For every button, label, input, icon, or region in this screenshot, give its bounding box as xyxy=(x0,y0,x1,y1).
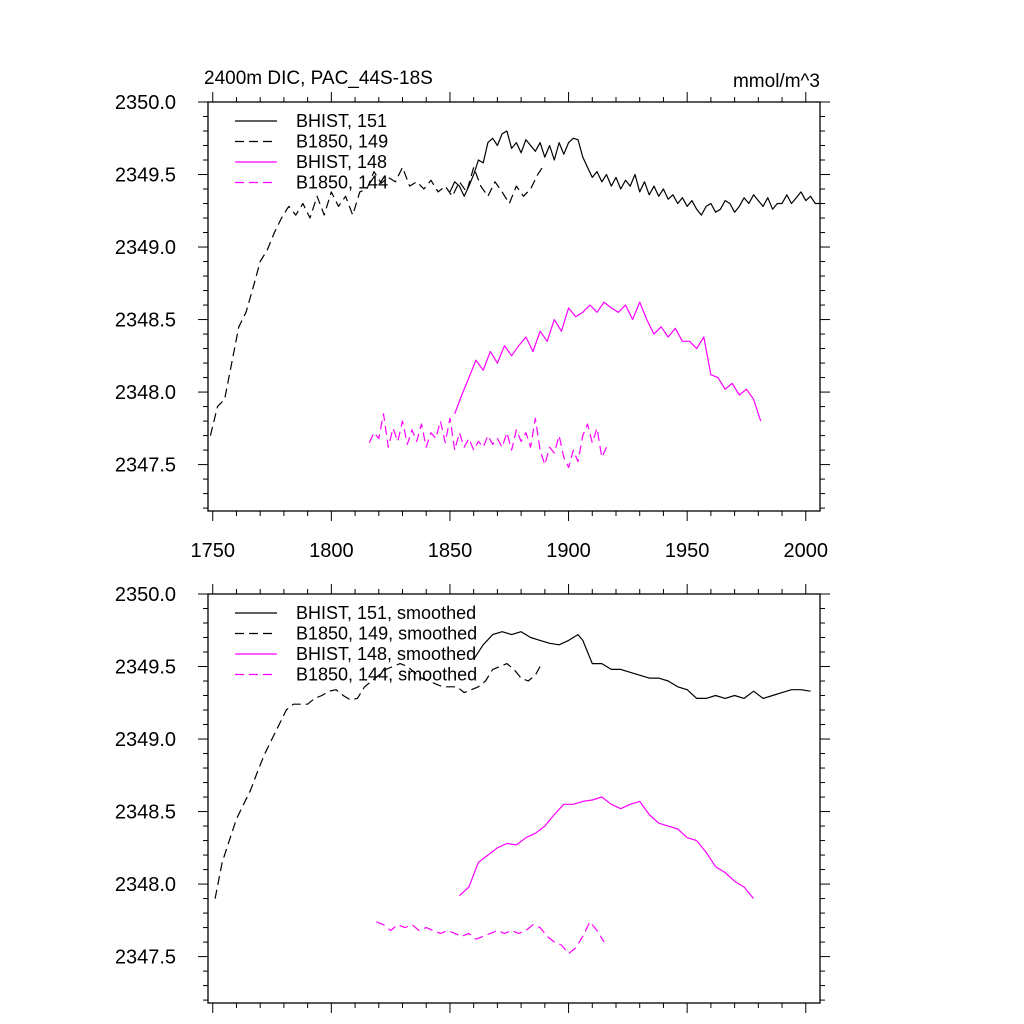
plot-frame xyxy=(207,593,821,1004)
series-line-3 xyxy=(454,301,762,422)
bottom-panel: 2350.0 2349.5 2349.0 2348.5 2348.0 2347.5 BHIS… xyxy=(115,584,830,1013)
y-tick-label: 2349.0 xyxy=(115,729,176,751)
y-tick-label: 2350.0 xyxy=(115,584,176,606)
series-line-1 xyxy=(449,130,820,216)
x-tick-label: 1950 xyxy=(665,540,710,562)
plot-frame xyxy=(207,101,821,512)
y-tick-label: 2350.0 xyxy=(115,92,176,114)
y-tick-label: 2348.5 xyxy=(115,310,176,332)
legend-label-4: B1850, 144, smoothed xyxy=(296,665,477,685)
x-tick-label: 1900 xyxy=(546,540,591,562)
series-line-4 xyxy=(368,413,608,469)
y-tick-label: 2348.0 xyxy=(115,874,176,896)
legend-label-2: B1850, 149, smoothed xyxy=(296,624,477,644)
series-line-4 xyxy=(376,921,605,955)
x-tick-label: 1850 xyxy=(428,540,473,562)
top-panel: 1750 1800 1850 1900 1950 2000 2350.0 2349.5 2349… xyxy=(115,92,830,562)
series-line-2 xyxy=(214,662,541,899)
x-tick-label: 1800 xyxy=(309,540,354,562)
series-line-3 xyxy=(458,796,755,899)
y-tick-label: 2349.5 xyxy=(115,165,176,187)
legend-label-3: BHIST, 148 xyxy=(296,152,387,172)
y-tick-label: 2349.0 xyxy=(115,237,176,259)
unit-label: mmol/m^3 xyxy=(733,71,820,92)
x-tick-label: 1750 xyxy=(190,540,235,562)
y-tick-label: 2347.5 xyxy=(115,947,176,969)
chart-title: 2400m DIC, PAC_44S-18S xyxy=(204,68,433,89)
series-line-2 xyxy=(209,166,543,436)
legend-label-3: BHIST, 148, smoothed xyxy=(296,644,476,664)
y-tick-label: 2348.5 xyxy=(115,802,176,824)
legend-label-2: B1850, 149 xyxy=(296,132,388,152)
legend-label-4: B1850, 144 xyxy=(296,173,388,193)
x-tick-label: 2000 xyxy=(784,540,829,562)
y-tick-label: 2348.0 xyxy=(115,382,176,404)
y-tick-label: 2349.5 xyxy=(115,657,176,679)
y-tick-label: 2347.5 xyxy=(115,455,176,477)
legend-label-1: BHIST, 151, smoothed xyxy=(296,603,476,623)
series-line-1 xyxy=(473,631,811,700)
legend-label-1: BHIST, 151 xyxy=(296,111,387,131)
